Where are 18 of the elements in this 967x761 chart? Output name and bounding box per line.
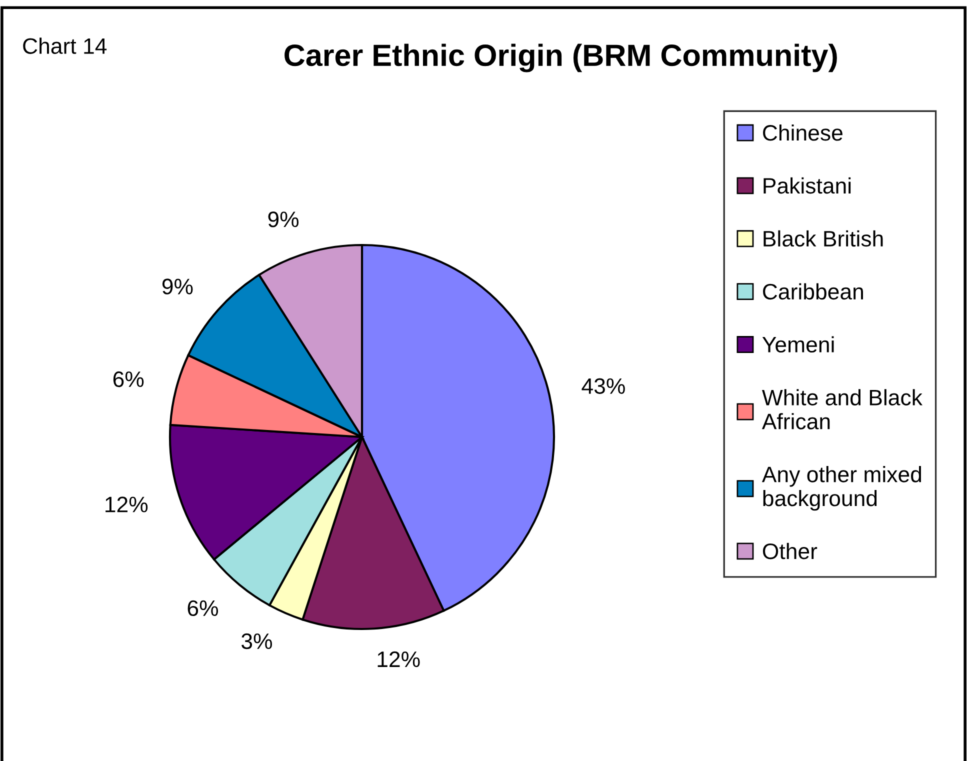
caption: Chart 14 xyxy=(23,38,107,54)
data-label: 9% xyxy=(162,278,193,294)
data-label: 6% xyxy=(113,371,144,388)
legend-label: Other xyxy=(762,542,818,560)
legend-label: White and Black African xyxy=(762,389,922,430)
legend-label: Yemeni xyxy=(762,336,834,353)
legend-label: Chinese xyxy=(763,124,842,141)
legend-label: Pakistani xyxy=(764,177,851,194)
chart-title: Carer Ethnic Origin (BRM Community) xyxy=(284,44,837,72)
legend-label: Black British xyxy=(764,230,883,247)
data-label: 43% xyxy=(582,378,625,394)
data-label: 3% xyxy=(242,633,272,650)
data-label: 6% xyxy=(188,600,218,616)
legend-label: Caribbean xyxy=(763,283,863,300)
data-label: 12% xyxy=(378,651,420,668)
data-label: 12% xyxy=(106,496,148,512)
legend-label: Any other mixed background xyxy=(762,466,922,511)
data-label: 9% xyxy=(268,212,299,228)
